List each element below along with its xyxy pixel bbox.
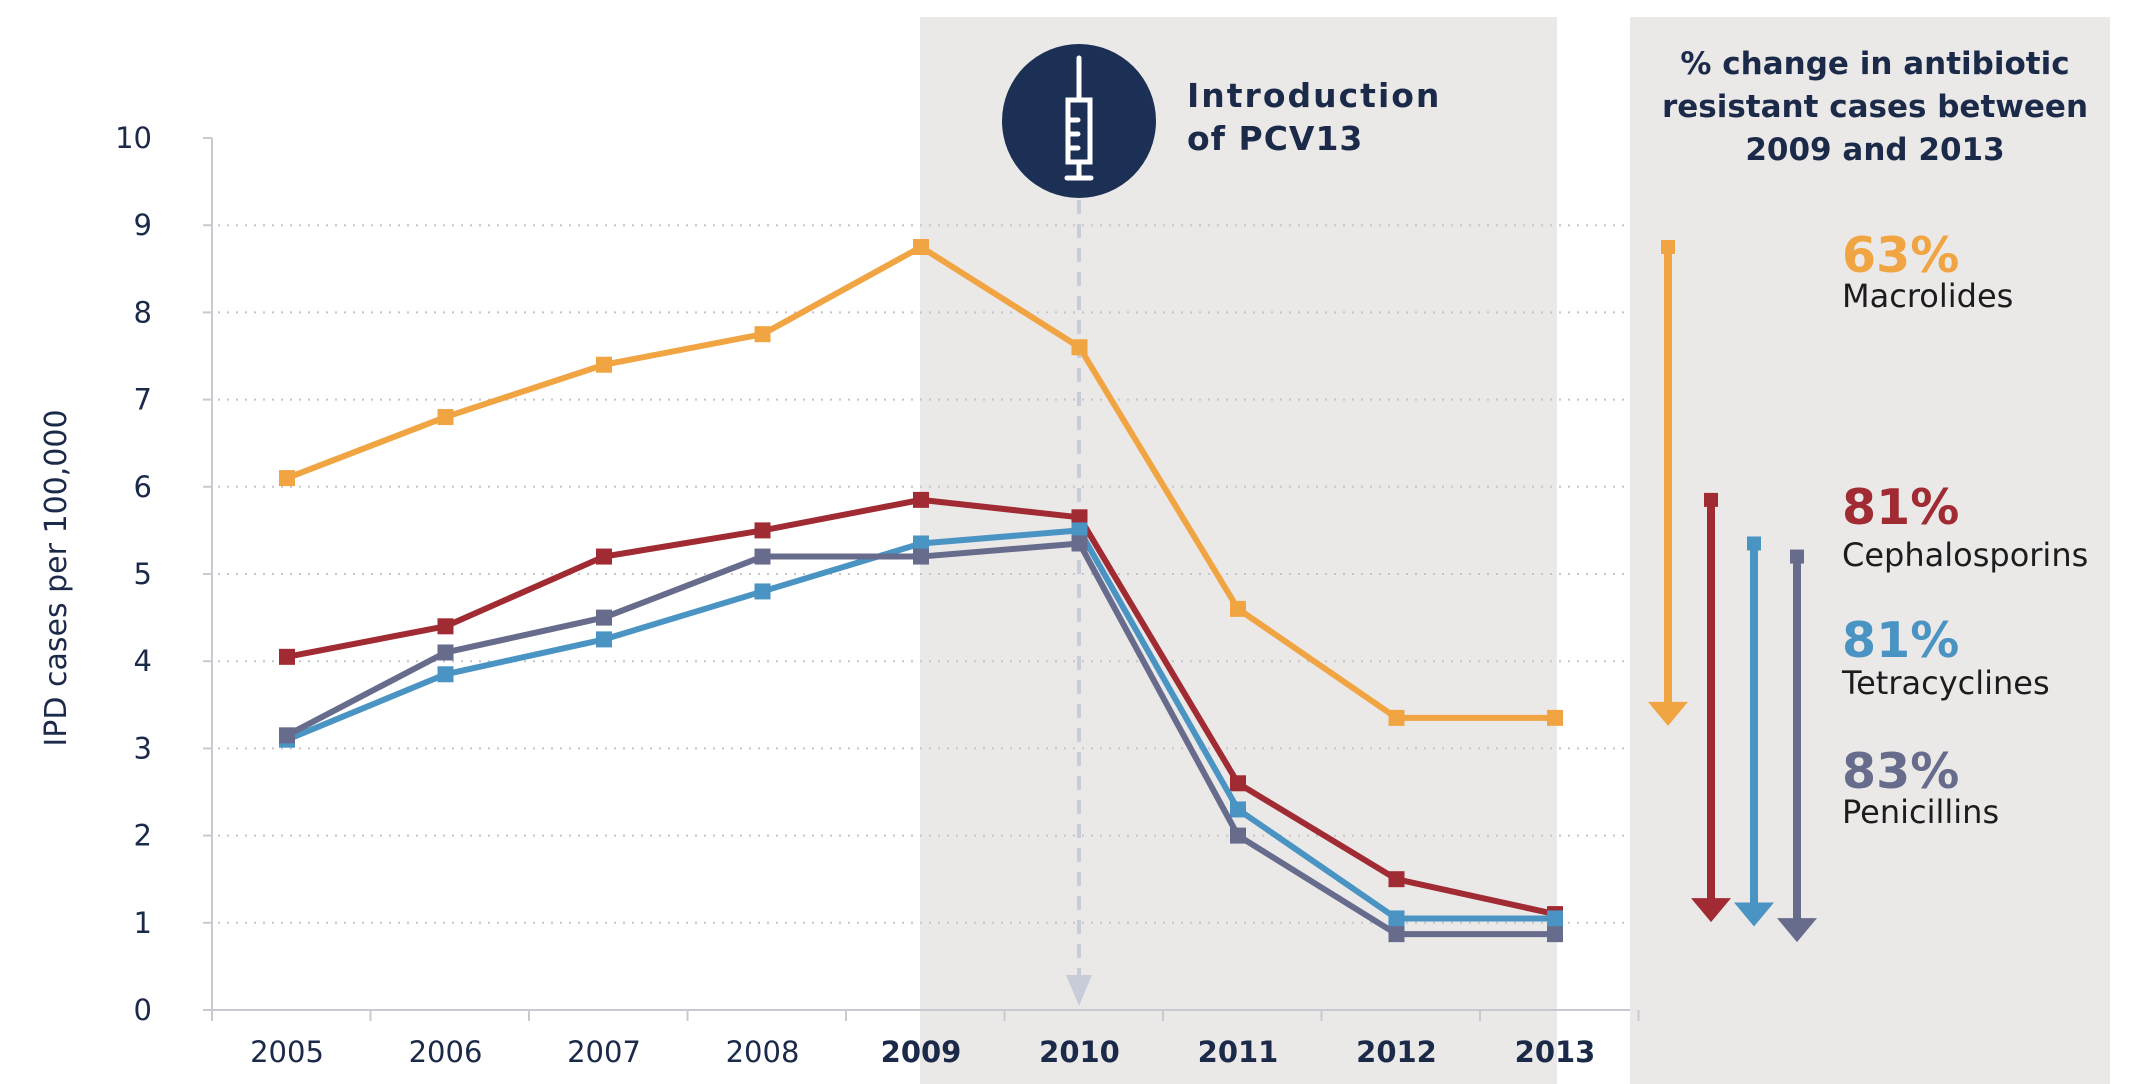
x-tick-label: 2009 xyxy=(881,1035,962,1069)
y-tick-label: 3 xyxy=(134,731,152,765)
tetracyclines-point xyxy=(1230,801,1246,818)
penicillins-pct: 83% xyxy=(1842,743,1959,800)
y-tick-label: 6 xyxy=(134,470,152,504)
intervention-arrowhead xyxy=(1066,975,1092,1006)
syringe-icon xyxy=(1064,55,1094,181)
x-tick-label: 2006 xyxy=(409,1035,483,1069)
penicillins-point xyxy=(596,609,612,626)
cephalosporins-point xyxy=(754,522,771,539)
tetracyclines-point xyxy=(437,666,454,683)
penicillins-point xyxy=(1230,827,1246,844)
y-tick-label: 10 xyxy=(115,121,152,155)
penicillins-point xyxy=(1547,926,1563,943)
cephalosporins-point xyxy=(1071,509,1088,526)
penicillins-point xyxy=(437,644,454,661)
y-tick-label: 9 xyxy=(134,208,152,242)
macrolides-point xyxy=(1071,339,1088,356)
y-tick-label: 2 xyxy=(134,819,152,853)
y-tick-label: 5 xyxy=(134,557,152,591)
cephalosporins-point xyxy=(279,648,295,665)
tetracyclines-pct: 81% xyxy=(1842,612,1959,669)
macrolides-arrow-head xyxy=(1648,701,1688,726)
tetracyclines-point xyxy=(596,631,612,648)
cephalosporins-arrow-head xyxy=(1691,898,1731,923)
y-tick-label: 4 xyxy=(134,644,152,678)
panel-title-line-3: 2009 and 2013 xyxy=(1745,132,2004,168)
macrolides-pct: 63% xyxy=(1842,227,1959,284)
series-penicillins xyxy=(279,535,1563,943)
macrolides-point xyxy=(1230,600,1246,617)
y-tick-label: 8 xyxy=(134,295,152,329)
panel-arrows xyxy=(1648,240,1817,943)
cephalosporins-point xyxy=(1230,775,1246,792)
cephalosporins-point xyxy=(596,548,612,565)
series-macrolides xyxy=(279,239,1563,726)
cephalosporins-label: Cephalosporins xyxy=(1842,536,2088,574)
macrolides-point xyxy=(279,470,295,487)
macrolides-point xyxy=(1547,709,1563,726)
x-tick-label: 2007 xyxy=(567,1035,641,1069)
y-tick-label: 0 xyxy=(134,993,152,1027)
macrolides-label: Macrolides xyxy=(1842,277,2013,315)
cephalosporins-point xyxy=(913,491,929,508)
y-axis-label: IPD cases per 100,000 xyxy=(39,409,74,746)
y-tick-label: 7 xyxy=(134,383,152,417)
macrolides-point xyxy=(754,326,771,343)
tetracyclines-point xyxy=(913,535,929,552)
penicillins-point xyxy=(1071,535,1088,552)
penicillins-point xyxy=(913,548,929,565)
cephalosporins-point xyxy=(1388,871,1405,888)
x-tick-label: 2008 xyxy=(726,1035,800,1069)
penicillins-label: Penicillins xyxy=(1842,793,1999,831)
x-tick-label: 2005 xyxy=(250,1035,324,1069)
macrolides-point xyxy=(596,356,612,373)
tetracyclines-point xyxy=(1071,522,1088,539)
penicillins-point xyxy=(1388,926,1405,943)
x-tick-label: 2012 xyxy=(1356,1035,1437,1069)
series-lines xyxy=(279,239,1563,943)
cephalosporins-point xyxy=(437,618,454,635)
x-tick-label: 2010 xyxy=(1039,1035,1120,1069)
tetracyclines-point xyxy=(1388,910,1405,927)
tetracyclines-arrow-head xyxy=(1734,902,1774,927)
tetracyclines-point xyxy=(754,583,771,600)
grid-lines xyxy=(218,224,1630,924)
penicillins-point xyxy=(279,727,295,744)
panel-title-line-2: resistant cases between xyxy=(1662,89,2088,125)
macrolides-point xyxy=(1388,709,1405,726)
syringe-badge xyxy=(1002,44,1156,198)
x-tick-label: 2011 xyxy=(1198,1035,1279,1069)
macrolides-point xyxy=(437,409,454,426)
tetracyclines-label: Tetracyclines xyxy=(1841,664,2050,702)
penicillins-point xyxy=(754,548,771,565)
macrolides-point xyxy=(913,239,929,255)
penicillins-arrow-head xyxy=(1777,918,1817,943)
cephalosporins-pct: 81% xyxy=(1842,479,1959,536)
annotation-line-2: of PCV13 xyxy=(1187,119,1363,158)
y-tick-labels: 0 1 2 3 4 5 6 7 8 9 10 xyxy=(115,121,212,1027)
annotation-line-1: Introduction xyxy=(1187,76,1441,115)
panel-title-line-1: % change in antibiotic xyxy=(1680,46,2069,82)
x-tick-labels: 2005 2006 2007 2008 2009 2010 2011 2012 2013 xyxy=(211,1010,1640,1069)
y-tick-label: 1 xyxy=(134,906,152,940)
x-tick-label: 2013 xyxy=(1515,1035,1596,1069)
tetracyclines-point xyxy=(1547,910,1563,927)
